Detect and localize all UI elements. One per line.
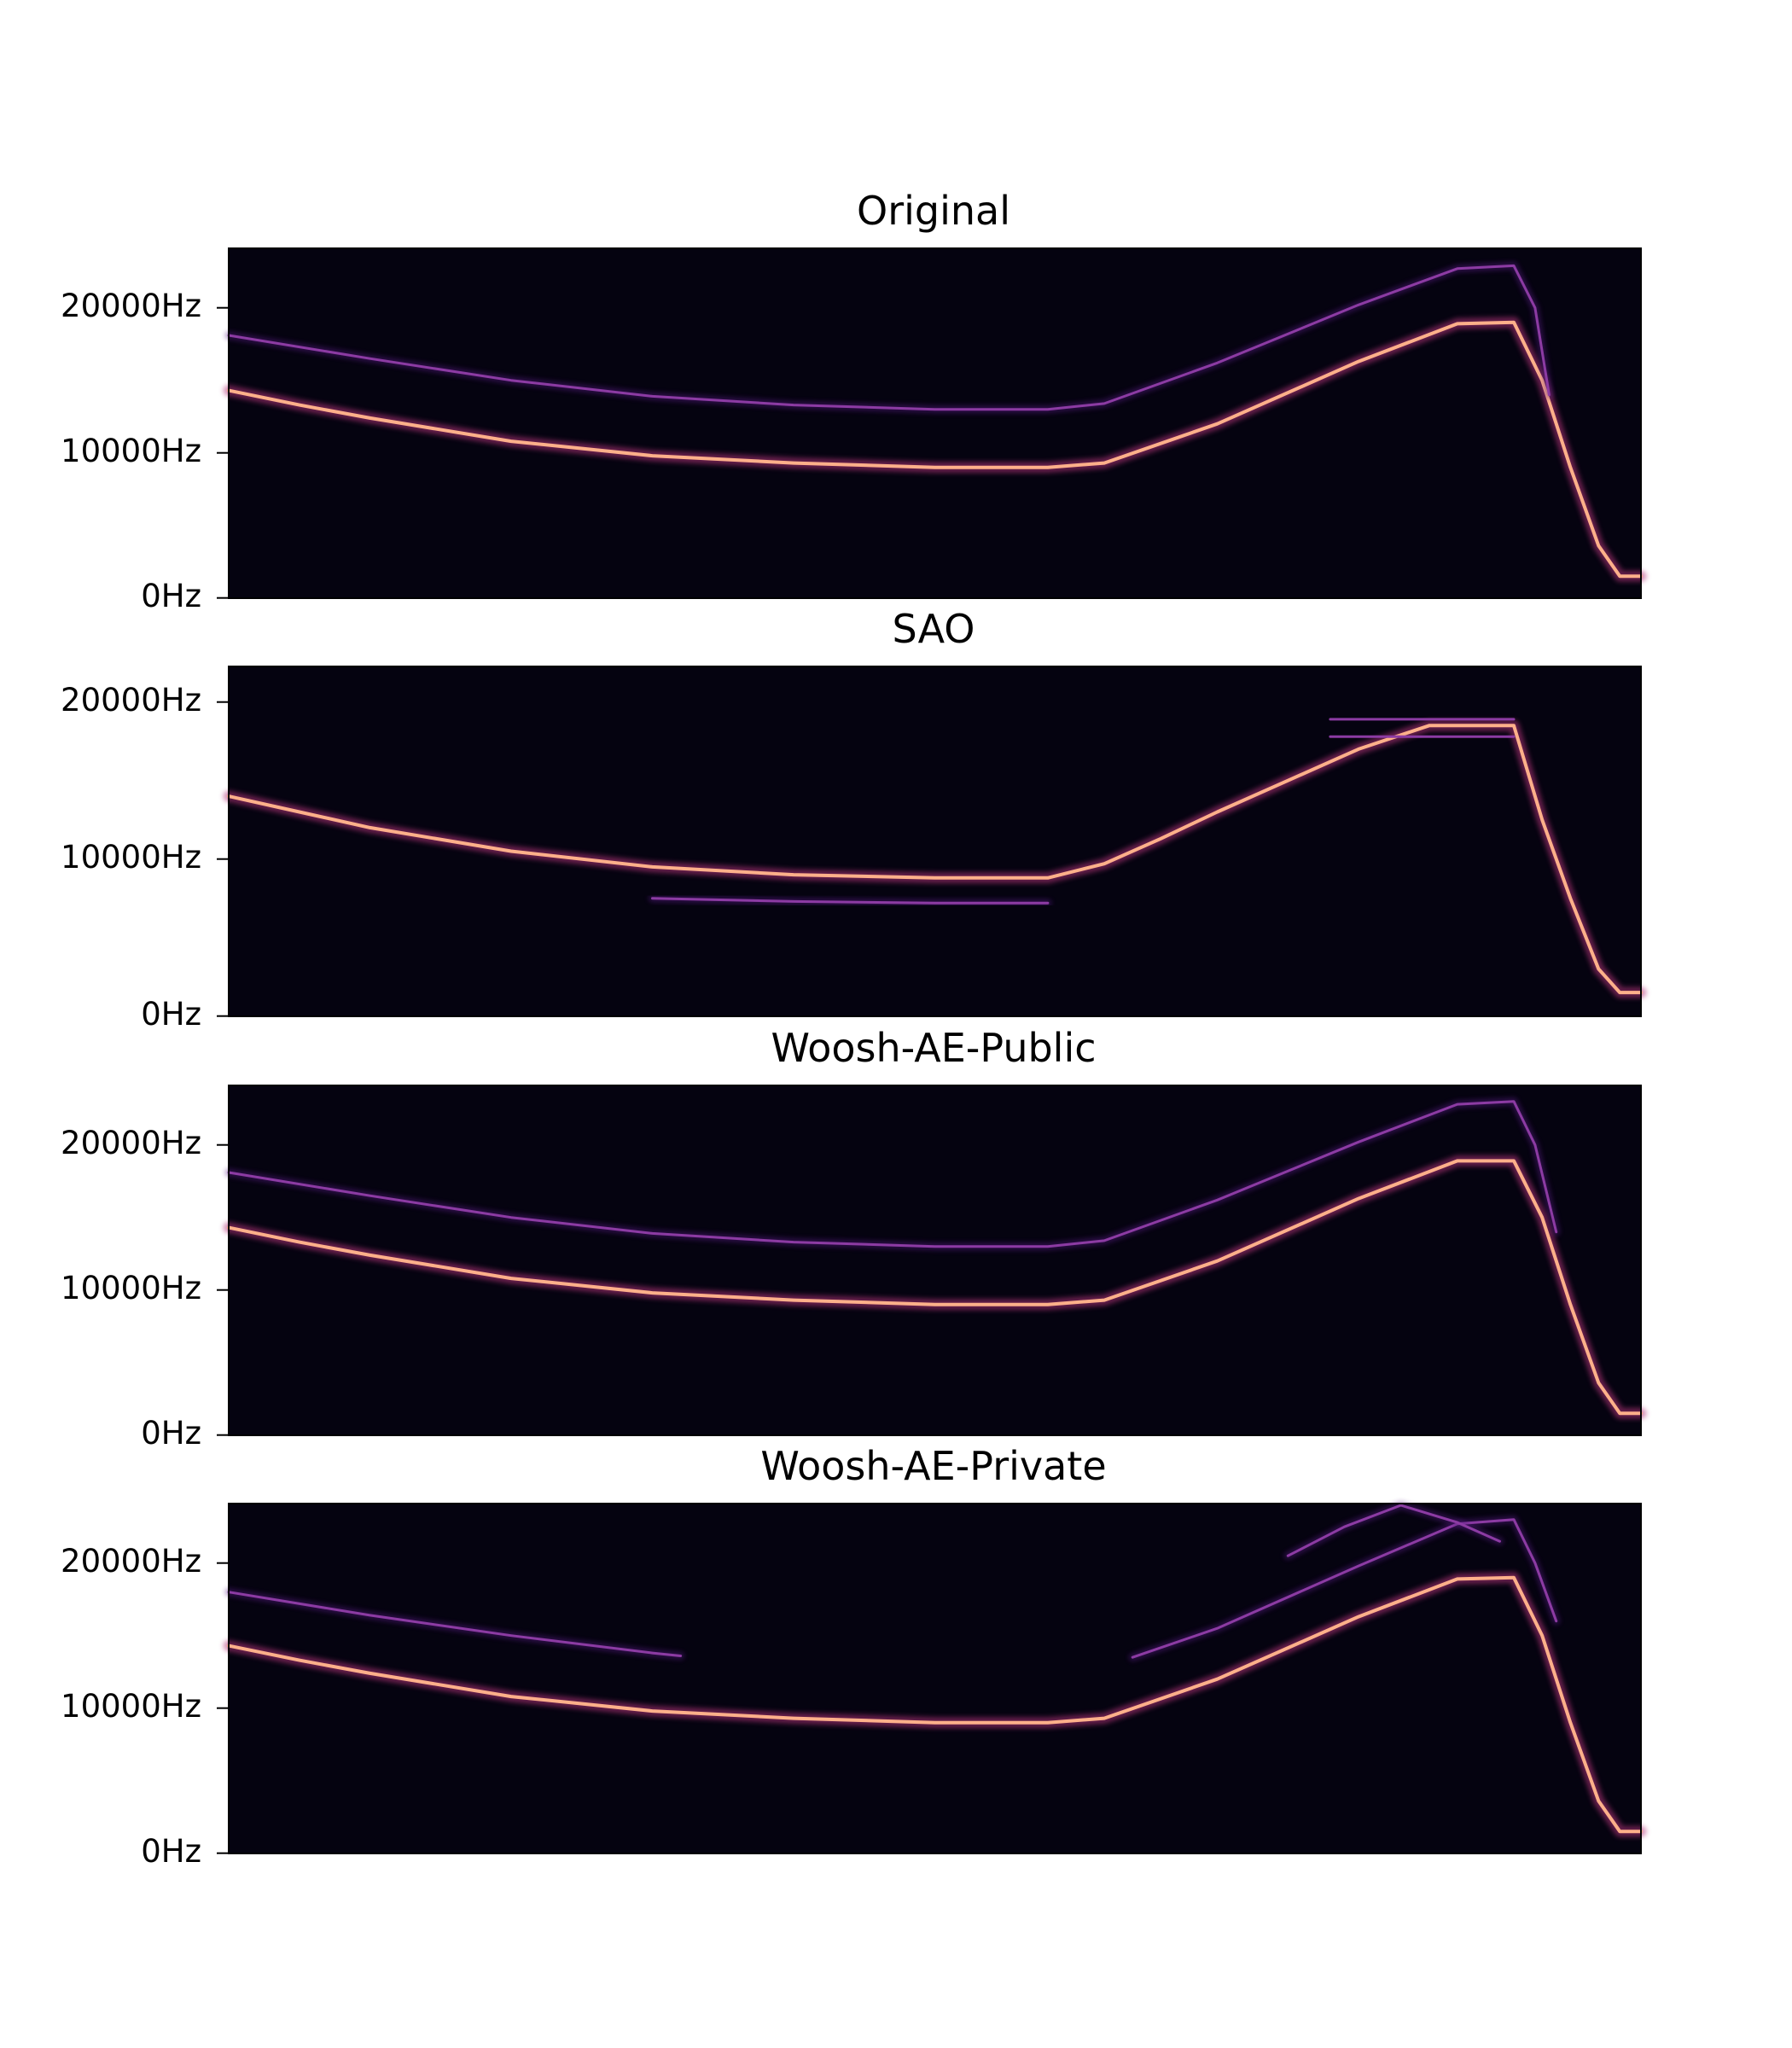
trace-line-2: [227, 264, 1551, 411]
panel-original: Original 20000Hz 10000Hz 0Hz: [61, 188, 1647, 614]
y-tick-label: 20000Hz: [61, 288, 201, 324]
plot-frame: [228, 1503, 1642, 1854]
y-axis: 20000Hz 10000Hz 0Hz: [61, 1125, 229, 1452]
spectrogram-traces: [223, 1097, 1647, 1419]
plot-area: [229, 248, 1641, 598]
trace-line-1: [227, 1575, 1643, 1834]
plot-frame: [228, 666, 1642, 1017]
y-tick-label: 0Hz: [141, 578, 201, 614]
y-tick-label: 10000Hz: [61, 1688, 201, 1725]
trace-line-4: [1286, 1504, 1501, 1557]
y-tick-label: 20000Hz: [61, 1125, 201, 1161]
y-tick-label: 0Hz: [141, 1833, 201, 1870]
panel-title: Woosh-AE-Public: [771, 1025, 1096, 1071]
y-tick-label: 20000Hz: [61, 1543, 201, 1580]
y-axis: 20000Hz 10000Hz 0Hz: [61, 1543, 229, 1870]
y-tick-label: 0Hz: [141, 996, 201, 1033]
plot-area: [229, 1504, 1641, 1853]
panel-title: SAO: [893, 606, 975, 652]
spectrogram-traces: [223, 261, 1647, 582]
y-tick-label: 0Hz: [141, 1415, 201, 1452]
trace-line-1: [227, 724, 1643, 995]
y-axis: 20000Hz 10000Hz 0Hz: [61, 288, 229, 614]
panel-title: Woosh-AE-Private: [760, 1443, 1106, 1489]
trace-line-2: [651, 897, 1050, 905]
plot-frame: [228, 1085, 1642, 1436]
spectrogram-traces: [223, 715, 1647, 998]
y-tick-label: 20000Hz: [61, 682, 201, 719]
spectrogram-traces: [223, 1501, 1647, 1837]
panel-woosh-ae-public: Woosh-AE-Public 20000Hz 10000Hz 0Hz: [61, 1025, 1647, 1452]
plot-area: [229, 1085, 1641, 1435]
trace-line-2: [227, 1100, 1558, 1248]
panel-sao: SAO 20000Hz 10000Hz 0Hz: [61, 606, 1647, 1033]
y-tick-label: 10000Hz: [61, 839, 201, 876]
plot-frame: [228, 247, 1642, 599]
y-tick-label: 10000Hz: [61, 1270, 201, 1306]
y-axis: 20000Hz 10000Hz 0Hz: [61, 682, 229, 1033]
trace-line-1: [227, 1159, 1643, 1416]
y-tick-label: 10000Hz: [61, 433, 201, 469]
trace-line-2: [227, 1591, 683, 1657]
panel-woosh-ae-private: Woosh-AE-Private 20000Hz 10000Hz 0Hz: [61, 1443, 1647, 1870]
trace-line-1: [227, 320, 1643, 579]
panel-title: Original: [857, 188, 1010, 234]
